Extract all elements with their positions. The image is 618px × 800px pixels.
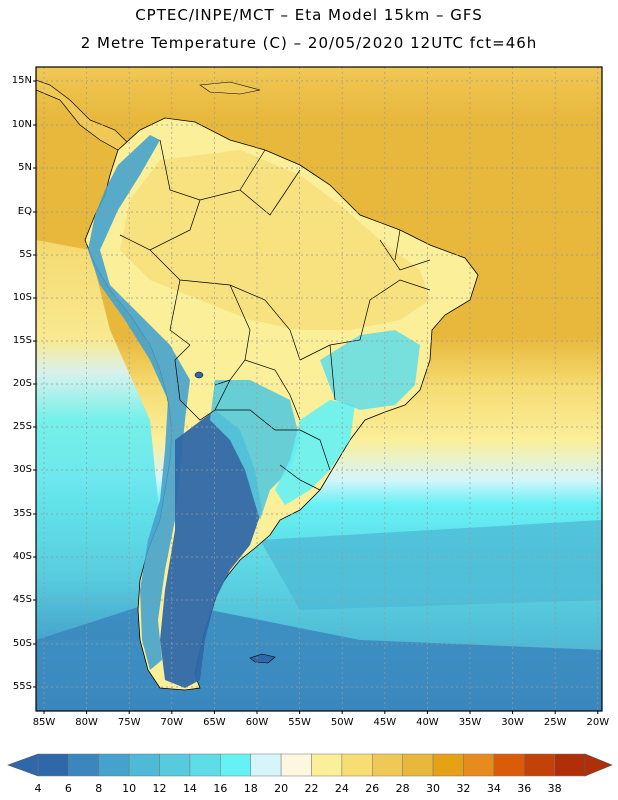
colorbar-swatch <box>37 753 69 777</box>
lat-label: 45S <box>12 594 32 605</box>
colorbar-label: 26 <box>365 782 380 795</box>
lon-label: 25W <box>543 717 567 728</box>
title-line-2: 2 Metre Temperature (C) – 20/05/2020 12U… <box>80 34 538 52</box>
colorbar-label: 38 <box>547 782 562 795</box>
pacific-cool-zone <box>36 240 160 640</box>
colorbar-swatch <box>98 753 130 777</box>
colorbar-label: 18 <box>243 782 258 795</box>
colorbar-arrow-left <box>7 753 39 777</box>
lat-label: 20S <box>12 378 32 389</box>
colorbar <box>7 753 613 777</box>
colorbar-swatch <box>372 753 403 777</box>
colorbar-swatch <box>280 753 312 777</box>
caribbean-islands <box>199 81 261 95</box>
lat-label: 25S <box>12 421 32 432</box>
lon-label: 30W <box>501 717 524 728</box>
lat-label: 15N <box>11 75 32 86</box>
colorbar-swatch <box>68 753 100 777</box>
colorbar-swatch <box>220 753 251 777</box>
colorbar-label: 4 <box>34 782 42 795</box>
colorbar-swatch <box>402 753 434 777</box>
lon-label: 55W <box>288 717 311 728</box>
lat-label: 10N <box>11 119 32 130</box>
colorbar-label: 6 <box>64 782 72 795</box>
colorbar-label: 34 <box>486 782 501 795</box>
lat-label: 15S <box>12 335 32 346</box>
colorbar-label: 36 <box>517 782 532 795</box>
south-brazil-cool-zone <box>275 400 355 505</box>
colorbar-label: 10 <box>122 782 137 795</box>
amazon-warm-zone <box>120 150 430 330</box>
colorbar-swatch <box>189 753 221 777</box>
lon-label: 65W <box>203 717 226 728</box>
colorbar-label: 24 <box>334 782 349 795</box>
lon-label: 35W <box>458 717 482 728</box>
patagonia-cold-zone <box>160 410 262 688</box>
lon-label: 45W <box>373 717 397 728</box>
lon-label: 75W <box>117 717 141 728</box>
lat-label: 50S <box>12 638 32 649</box>
lat-label: 40S <box>12 551 32 562</box>
colorbar-swatch <box>463 753 495 777</box>
colorbar-label: 30 <box>426 782 441 795</box>
lon-label: 70W <box>160 717 184 728</box>
colorbar-label: 32 <box>456 782 471 795</box>
axis-ticks <box>33 80 599 714</box>
lon-label: 50W <box>330 717 354 728</box>
lat-label: 10S <box>12 292 32 303</box>
colorbar-label: 28 <box>395 782 410 795</box>
lon-label: 80W <box>75 717 98 728</box>
colorbar-label: 20 <box>274 782 289 795</box>
lat-label: 30S <box>12 464 32 475</box>
lake-titicaca <box>194 371 204 379</box>
lat-label: 5S <box>19 249 32 260</box>
colorbar-label: 12 <box>152 782 167 795</box>
falkland-islands <box>249 653 276 664</box>
map-frame <box>35 66 603 712</box>
lon-label: 40W <box>416 717 439 728</box>
country-borders <box>119 139 431 491</box>
colorbar-swatch <box>128 753 160 777</box>
lat-label: 55S <box>12 681 32 692</box>
colorbar-swatch <box>250 753 282 777</box>
south-atlantic-mid <box>260 520 602 610</box>
colorbar-label: 8 <box>95 782 103 795</box>
colorbar-label: 14 <box>182 782 197 795</box>
southeast-brazil-cool-zone <box>320 330 420 410</box>
colorbar-arrow-right <box>584 753 613 777</box>
colorbar-label: 16 <box>213 782 228 795</box>
gridlines <box>36 67 602 711</box>
colorbar-swatch <box>159 753 191 777</box>
lon-label: 60W <box>245 717 269 728</box>
lon-label: 20W <box>586 717 610 728</box>
colorbar-swatch <box>341 753 373 777</box>
colorbar-swatch <box>554 753 586 777</box>
colorbar-swatch <box>311 753 343 777</box>
colorbar-swatch <box>523 753 555 777</box>
lon-label: 85W <box>32 717 56 728</box>
lat-label: 5N <box>18 162 32 173</box>
title-line-1: CPTEC/INPE/MCT – Eta Model 15km – GFS <box>135 6 483 24</box>
lat-label: EQ <box>17 206 32 217</box>
southern-cone-cool-zone <box>210 380 300 520</box>
lat-label: 35S <box>12 508 32 519</box>
andes-cold-zone <box>88 135 190 670</box>
colorbar-label: 22 <box>304 782 319 795</box>
colorbar-swatch <box>493 753 525 777</box>
central-america-land <box>36 79 131 151</box>
colorbar-swatch <box>432 753 464 777</box>
